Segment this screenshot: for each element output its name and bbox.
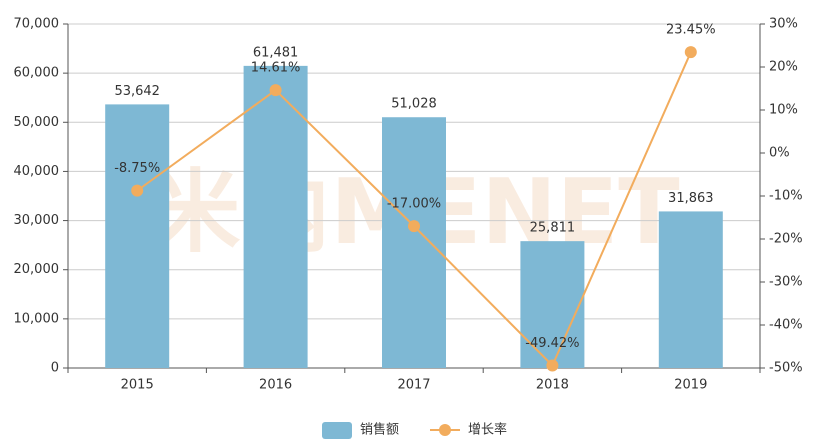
legend-swatch xyxy=(322,422,352,439)
y2-tick-label: -40% xyxy=(769,318,803,333)
y2-tick-label: 0% xyxy=(769,146,790,161)
y-tick-label: 40,000 xyxy=(14,164,60,179)
x-tick-label: 2017 xyxy=(397,378,430,393)
y2-tick-label: -20% xyxy=(769,232,803,247)
bar xyxy=(243,65,308,368)
bar-value-label: 25,811 xyxy=(530,221,576,236)
bar-value-label: 61,481 xyxy=(253,45,299,60)
line-value-label: 14.61% xyxy=(251,61,301,76)
y-tick-label: 10,000 xyxy=(14,311,60,326)
bar xyxy=(658,211,723,368)
y2-tick-label: -10% xyxy=(769,189,803,204)
bar xyxy=(520,241,585,368)
bar xyxy=(105,104,170,369)
x-tick-label: 2018 xyxy=(536,378,569,393)
x-tick-label: 2015 xyxy=(121,378,154,393)
bar-value-label: 51,028 xyxy=(391,97,437,112)
y-tick-label: 70,000 xyxy=(14,17,60,32)
line-point xyxy=(546,359,559,372)
legend-label[interactable]: 增长率 xyxy=(468,422,507,438)
line-point xyxy=(131,184,144,197)
y-tick-label: 30,000 xyxy=(14,213,60,228)
y-tick-label: 50,000 xyxy=(14,115,60,130)
line-value-label: -49.42% xyxy=(525,336,579,351)
line-value-label: -17.00% xyxy=(387,197,441,212)
y2-tick-label: 10% xyxy=(769,103,798,118)
y-tick-label: 20,000 xyxy=(14,262,60,277)
y2-tick-label: 30% xyxy=(769,17,798,32)
line-point xyxy=(269,84,282,97)
bar xyxy=(382,117,446,368)
line-value-label: 23.45% xyxy=(666,23,716,38)
y-tick-label: 60,000 xyxy=(14,66,60,81)
y2-tick-label: -30% xyxy=(769,275,803,290)
y-tick-label: 0 xyxy=(51,361,59,376)
y2-tick-label: 20% xyxy=(769,60,798,75)
y2-tick-label: -50% xyxy=(769,361,803,376)
line-point xyxy=(408,220,420,233)
x-tick-label: 2016 xyxy=(259,378,292,393)
bar-value-label: 31,863 xyxy=(668,191,714,206)
line-value-label: -8.75% xyxy=(114,161,160,176)
x-tick-label: 2019 xyxy=(674,378,707,393)
bar-value-label: 53,642 xyxy=(114,84,160,99)
legend-label[interactable]: 销售额 xyxy=(360,422,399,438)
legend-swatch xyxy=(439,424,451,436)
line-point xyxy=(684,46,697,59)
